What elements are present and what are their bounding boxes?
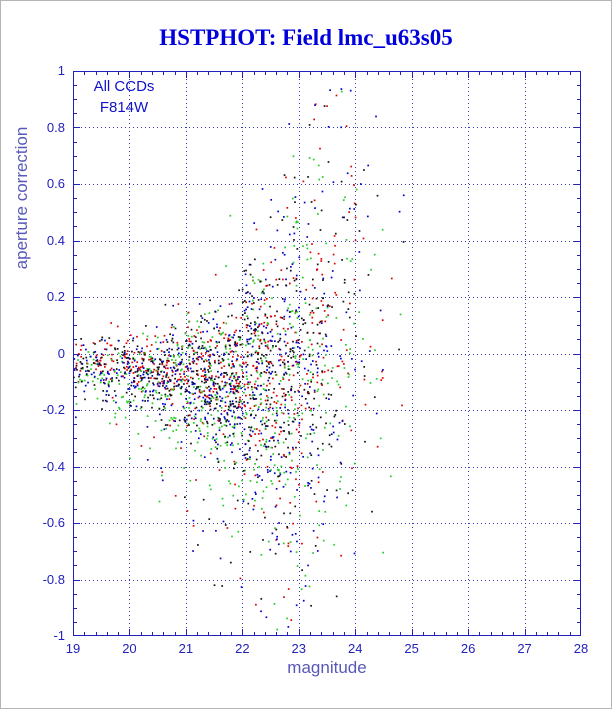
y-tick-label: -0.6 bbox=[42, 515, 65, 530]
scatter-plot-canvas bbox=[73, 71, 581, 636]
x-tick-label: 19 bbox=[65, 641, 81, 656]
x-tick-label: 24 bbox=[347, 641, 363, 656]
y-tick-label: -0.8 bbox=[42, 571, 65, 587]
y-axis-label: aperture correction bbox=[12, 126, 31, 270]
y-tick-label: -0.4 bbox=[42, 458, 65, 474]
x-axis-label: magnitude bbox=[287, 658, 367, 677]
legend-line-filter: F814W bbox=[99, 99, 149, 116]
x-tick-label: 22 bbox=[235, 641, 250, 656]
legend-line-all-ccds: All CCDs bbox=[93, 78, 155, 95]
y-tick-label: -0.2 bbox=[42, 402, 65, 417]
y-tick-label: -1 bbox=[53, 628, 65, 643]
y-tick-label: 0.8 bbox=[46, 119, 65, 135]
x-tick-label: 28 bbox=[573, 641, 589, 656]
y-tick-label: 0.2 bbox=[46, 289, 65, 304]
x-tick-label: 23 bbox=[291, 641, 306, 656]
x-tick-label: 27 bbox=[517, 641, 532, 656]
y-tick-label: 0 bbox=[57, 345, 65, 361]
x-tick-label: 25 bbox=[404, 641, 419, 656]
x-tick-label: 20 bbox=[122, 641, 137, 656]
y-tick-label: 0.6 bbox=[46, 176, 65, 191]
x-tick-label: 21 bbox=[178, 641, 194, 656]
x-tick-label: 26 bbox=[460, 641, 476, 656]
y-tick-label: 0.4 bbox=[46, 232, 65, 248]
y-tick-label: 1 bbox=[57, 63, 65, 78]
chart-title: HSTPHOT: Field lmc_u63s05 bbox=[159, 25, 453, 50]
